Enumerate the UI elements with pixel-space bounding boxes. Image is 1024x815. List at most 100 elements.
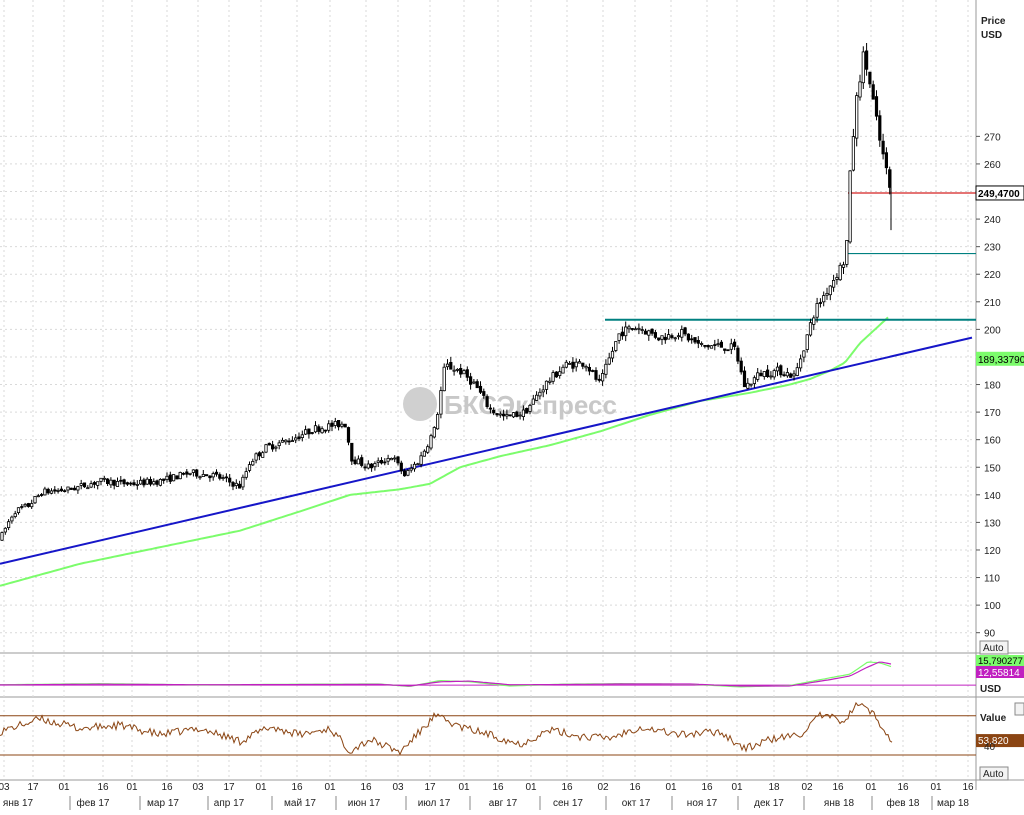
indicator1-series-0: [0, 661, 892, 688]
candle-body: [59, 488, 64, 492]
candle-body: [317, 426, 321, 432]
candle-body: [221, 477, 225, 480]
candle-body: [340, 423, 344, 427]
candle-body: [439, 390, 443, 415]
candle-body: [535, 394, 539, 401]
candle-body: [204, 474, 209, 477]
candle-body: [429, 435, 433, 449]
price-tick-label: 150: [984, 463, 1001, 474]
time-day-label: 02: [597, 782, 609, 793]
candle-body: [201, 473, 205, 477]
time-month-label: июл 17: [418, 798, 451, 809]
candle-body: [501, 413, 506, 417]
candle-body: [455, 368, 460, 371]
price-tick-label: 230: [984, 243, 1001, 254]
candle-body: [369, 463, 374, 469]
candle-body: [581, 362, 585, 367]
candle-body: [789, 373, 793, 378]
candle-body: [759, 372, 763, 377]
indicator1-value-tag-1: [976, 655, 1024, 666]
candle-body: [802, 350, 806, 358]
candle-body: [264, 444, 268, 453]
candle-body: [73, 487, 77, 491]
price-candles: [0, 43, 892, 541]
candle-body: [360, 457, 364, 466]
moving-average-path: [0, 316, 889, 587]
time-month-label: мар 17: [147, 798, 179, 809]
candle-body: [449, 361, 453, 370]
indicator-panel-2[interactable]: 53,820: [0, 701, 1024, 756]
candle-body: [624, 326, 628, 337]
candle-body: [327, 423, 331, 431]
candle-body: [686, 333, 691, 341]
candle-body: [683, 327, 687, 335]
time-day-label: 16: [97, 782, 109, 793]
candle-body: [723, 348, 727, 351]
watermark-logo-icon: [403, 387, 437, 421]
candle-body: [353, 459, 357, 464]
candle-body: [379, 459, 384, 464]
auto-scale-button-indicator[interactable]: [979, 766, 1009, 781]
time-month-label: ноя 17: [687, 798, 718, 809]
trend-line[interactable]: [0, 336, 973, 565]
candle-body: [112, 479, 116, 486]
auto-scale-button-price[interactable]: [979, 640, 1009, 655]
candle-body: [812, 317, 816, 325]
time-day-label: 01: [930, 782, 942, 793]
candle-body: [865, 50, 869, 70]
panel-scroll-button[interactable]: [1014, 702, 1024, 716]
candle-body: [617, 333, 621, 341]
candle-body: [653, 332, 658, 338]
candle-body: [303, 429, 308, 435]
candle-body: [515, 411, 519, 417]
candle-body: [343, 423, 347, 428]
candle-body: [7, 521, 11, 529]
candle-body: [244, 471, 248, 478]
candle-body: [541, 389, 545, 393]
candle-body: [386, 457, 390, 462]
time-day-label: 17: [223, 782, 235, 793]
price-panel[interactable]: [0, 0, 976, 652]
candle-body: [313, 425, 318, 433]
candle-body: [868, 71, 872, 85]
candle-body: [587, 366, 592, 372]
indicator1-axis-title: USD: [980, 684, 1001, 695]
support-trend-line[interactable]: [0, 336, 973, 565]
candle-body: [620, 331, 625, 337]
candle-body: [878, 115, 882, 141]
candle-body: [571, 361, 575, 369]
candle-body: [465, 369, 469, 378]
current-price-tag: [975, 185, 1024, 201]
candle-body: [558, 371, 562, 377]
candle-body: [422, 450, 427, 457]
candle-body: [185, 471, 189, 475]
candle-body: [33, 496, 37, 504]
horizontal-levels[interactable]: [605, 192, 976, 321]
candle-body: [214, 471, 219, 475]
candle-body: [66, 486, 70, 491]
candle-body: [548, 380, 552, 383]
candle-body: [832, 279, 836, 288]
candle-body: [198, 476, 202, 479]
candle-body: [531, 398, 535, 405]
candle-body: [366, 463, 370, 469]
time-month-label: окт 17: [622, 798, 651, 809]
candle-body: [148, 478, 153, 485]
candle-body: [406, 470, 410, 476]
ma-value: 189,33790: [978, 355, 1024, 366]
candle-body: [155, 480, 159, 485]
candle-body: [158, 478, 162, 486]
candle-body: [577, 361, 582, 364]
candle-body: [46, 488, 50, 494]
candle-body: [76, 486, 80, 491]
candle-body: [132, 482, 136, 486]
candle-body: [841, 264, 846, 268]
candle-body: [320, 428, 324, 434]
candle-body: [43, 488, 47, 496]
candle-body: [181, 472, 186, 475]
candle-body: [818, 302, 823, 304]
candle-body: [700, 343, 704, 345]
candle-body: [99, 477, 103, 482]
